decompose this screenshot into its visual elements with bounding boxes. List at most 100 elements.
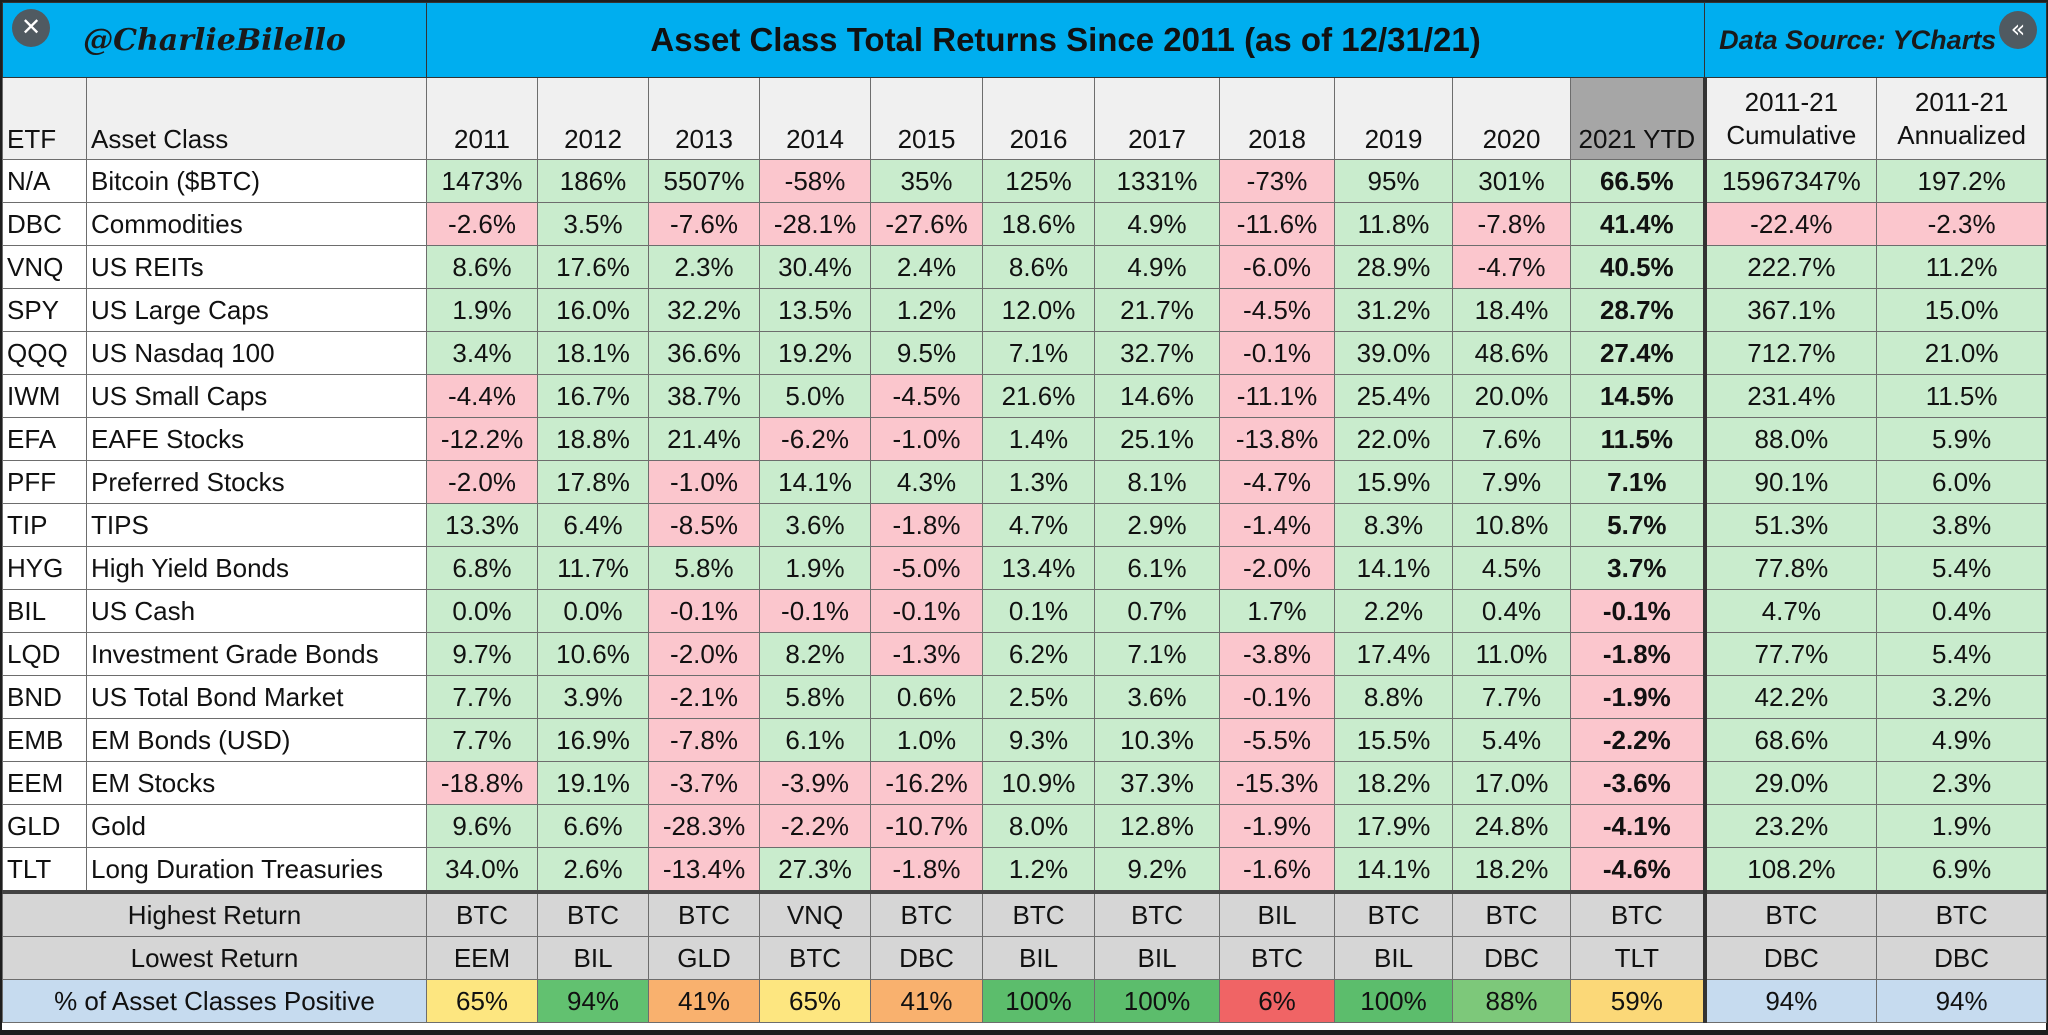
col-header-year: 2021 YTD <box>1570 77 1707 160</box>
col-header-year: 2012 <box>537 77 650 160</box>
return-cell: 0.7% <box>1094 589 1221 633</box>
return-cell: 16.7% <box>537 374 650 418</box>
table-row: BIL US Cash 0.0% 0.0% -0.1% -0.1% -0.1% 0.1% 0.7… <box>2 589 2048 633</box>
return-cell: 37.3% <box>1094 761 1221 805</box>
summary-cell: VNQ <box>759 890 872 937</box>
col-header-year: 2013 <box>648 77 761 160</box>
return-cell: 5.8% <box>648 546 761 590</box>
return-cell: -2.6% <box>426 202 539 246</box>
asset-class-name: Long Duration Treasuries <box>85 847 428 893</box>
return-cell: 6.1% <box>1094 546 1221 590</box>
summary-cell: BTC <box>648 890 761 937</box>
return-cell: 0.4% <box>1452 589 1572 633</box>
asset-class-name: EM Bonds (USD) <box>85 718 428 762</box>
return-cell: 3.6% <box>759 503 872 547</box>
return-cell: 11.7% <box>537 546 650 590</box>
col-header-year: 2011 <box>426 77 539 160</box>
col-header-cumulative-line: Cumulative <box>1726 119 1857 150</box>
summary-cell: GLD <box>648 936 761 980</box>
col-header-year: 2016 <box>982 77 1096 160</box>
col-header-year: 2020 <box>1452 77 1572 160</box>
cumulative-return-cell: -22.4% <box>1702 202 1878 246</box>
col-header-year: 2018 <box>1219 77 1336 160</box>
double-chevron-left-icon[interactable]: « <box>1999 11 2037 49</box>
return-cell: 301% <box>1452 159 1572 203</box>
cumulative-return-cell: 23.2% <box>1702 804 1878 848</box>
return-cell: 1.2% <box>870 288 984 332</box>
return-cell: 17.0% <box>1452 761 1572 805</box>
return-cell: 12.8% <box>1094 804 1221 848</box>
return-cell: 31.2% <box>1334 288 1454 332</box>
summary-label: Lowest Return <box>1 936 428 980</box>
summary-cell: BTC <box>759 936 872 980</box>
ytd-return-cell: 28.7% <box>1570 288 1707 332</box>
return-cell: -1.0% <box>870 417 984 461</box>
ytd-return-cell: -0.1% <box>1570 589 1707 633</box>
summary-annualized-cell: DBC <box>1876 936 2048 980</box>
cumulative-return-cell: 90.1% <box>1702 460 1878 504</box>
summary-cell: BIL <box>982 936 1096 980</box>
ytd-return-cell: 41.4% <box>1570 202 1707 246</box>
return-cell: 186% <box>537 159 650 203</box>
summary-cell: BTC <box>537 890 650 937</box>
return-cell: 17.8% <box>537 460 650 504</box>
annualized-return-cell: 15.0% <box>1876 288 2048 332</box>
return-cell: 13.3% <box>426 503 539 547</box>
asset-class-name: US REITs <box>85 245 428 289</box>
summary-cell: BTC <box>1452 890 1572 937</box>
summary-cell: EEM <box>426 936 539 980</box>
col-header-asset-class: Asset Class <box>85 77 428 160</box>
asset-class-name: US Small Caps <box>85 374 428 418</box>
col-header-year: 2019 <box>1334 77 1454 160</box>
ytd-return-cell: -1.9% <box>1570 675 1707 719</box>
return-cell: 6.2% <box>982 632 1096 676</box>
return-cell: -13.4% <box>648 847 761 893</box>
summary-cell: BTC <box>426 890 539 937</box>
return-cell: -2.1% <box>648 675 761 719</box>
return-cell: 48.6% <box>1452 331 1572 375</box>
return-cell: 8.0% <box>982 804 1096 848</box>
annualized-return-cell: 5.4% <box>1876 632 2048 676</box>
return-cell: 18.8% <box>537 417 650 461</box>
close-icon[interactable]: ✕ <box>12 9 50 47</box>
return-cell: -11.1% <box>1219 374 1336 418</box>
return-cell: 3.5% <box>537 202 650 246</box>
etf-ticker: TIP <box>2 503 87 547</box>
return-cell: 19.2% <box>759 331 872 375</box>
ytd-return-cell: 27.4% <box>1570 331 1707 375</box>
summary-row: Highest Return BTC BTC BTC VNQ BTC BTC BTC BIL BT… <box>1 890 2048 937</box>
return-cell: 7.9% <box>1452 460 1572 504</box>
cumulative-return-cell: 222.7% <box>1702 245 1878 289</box>
summary-cell: BTC <box>870 890 984 937</box>
return-cell: 6.8% <box>426 546 539 590</box>
col-header-year: 2017 <box>1094 77 1221 160</box>
cumulative-return-cell: 367.1% <box>1702 288 1878 332</box>
return-cell: 2.5% <box>982 675 1096 719</box>
return-cell: -73% <box>1219 159 1336 203</box>
summary-cumulative-cell: 94% <box>1702 979 1878 1023</box>
col-header-cumulative: 2011-21 Cumulative <box>1702 77 1878 160</box>
author-handle: @CharlieBilello <box>1 2 428 78</box>
table-row: IWM US Small Caps -4.4% 16.7% 38.7% 5.0% -4.5%… <box>2 374 2048 418</box>
summary-label: % of Asset Classes Positive <box>1 979 428 1023</box>
ytd-return-cell: -4.6% <box>1570 847 1707 893</box>
cumulative-return-cell: 231.4% <box>1702 374 1878 418</box>
table-row: QQQ US Nasdaq 100 3.4% 18.1% 36.6% 19.2% 9.5% 7… <box>2 331 2048 375</box>
return-cell: -11.6% <box>1219 202 1336 246</box>
return-cell: 7.1% <box>982 331 1096 375</box>
return-cell: 3.9% <box>537 675 650 719</box>
return-cell: 5.8% <box>759 675 872 719</box>
annualized-return-cell: 6.0% <box>1876 460 2048 504</box>
return-cell: 4.9% <box>1094 245 1221 289</box>
table-row: GLD Gold 9.6% 6.6% -28.3% -2.2% -10.7% 8.0% 12.8… <box>2 804 2048 848</box>
return-cell: -6.0% <box>1219 245 1336 289</box>
etf-ticker: N/A <box>2 159 87 203</box>
table-row: EFA EAFE Stocks -12.2% 18.8% 21.4% -6.2% -1.0%… <box>2 417 2048 461</box>
return-cell: 28.9% <box>1334 245 1454 289</box>
return-cell: 2.9% <box>1094 503 1221 547</box>
return-cell: 15.5% <box>1334 718 1454 762</box>
return-cell: -4.7% <box>1452 245 1572 289</box>
summary-cell: BTC <box>982 890 1096 937</box>
return-cell: 14.1% <box>1334 546 1454 590</box>
return-cell: 3.4% <box>426 331 539 375</box>
